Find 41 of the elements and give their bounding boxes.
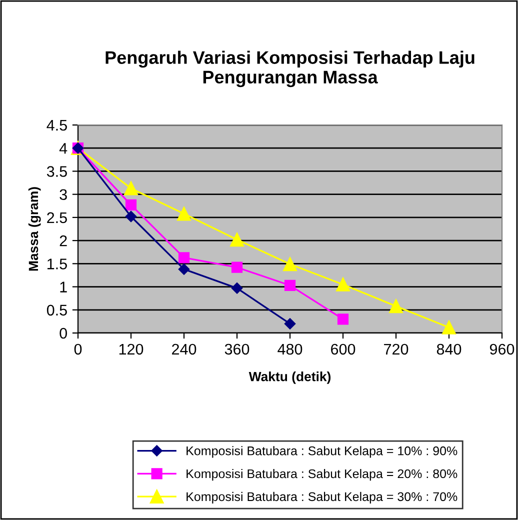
point [284,280,296,291]
x-tick-label: 480 [278,344,302,355]
y-tick-label: 4 [59,143,68,154]
x-tick-label: 120 [119,344,144,355]
x-tick-label: 0 [74,344,82,355]
y-tick-label: 2 [60,235,67,246]
point [230,232,244,247]
legend-label: Komposisi Batubara : Sabut Kelapa = 20% : 80% [186,468,458,481]
point [177,206,191,221]
point [284,318,296,330]
y-tick-label: 3 [60,189,67,200]
point [178,264,190,275]
y-tick-label: 0.5 [46,304,67,316]
y-tick-label: 2.5 [47,212,67,224]
y-axis-title: Massa (gram) [28,187,41,271]
point [124,181,138,196]
y-tick-label: 0 [60,328,67,339]
y-tick-label: 4.5 [46,120,67,131]
x-tick-label: 720 [384,344,408,355]
legend-label: Komposisi Batubara : Sabut Kelapa = 30% : 70% [186,492,458,504]
chart-title: Pengaruh Variasi Komposisi Terhadap Laju Pengurangan Massa [106,50,474,88]
point [125,199,137,211]
y-tick-label: 1.5 [48,258,67,270]
point [178,252,190,264]
point [336,278,350,292]
x-tick-label: 240 [172,344,196,355]
x-axis-title: Waktu (detik) [248,372,331,384]
point [125,210,137,222]
point [442,320,456,334]
x-tick-label: 960 [490,344,514,355]
x-tick-label: 840 [436,344,462,355]
point [283,257,297,272]
legend-label: Komposisi Batubara : Sabut Kelapa = 10% : 90% [186,446,458,458]
x-tick-label: 600 [331,344,356,355]
y-tick-label: 3.5 [46,166,67,177]
point [337,314,349,325]
point [231,282,243,294]
point [231,262,243,273]
point [389,299,403,314]
x-tick-label: 360 [224,344,250,355]
y-tick-label: 1 [60,282,67,292]
